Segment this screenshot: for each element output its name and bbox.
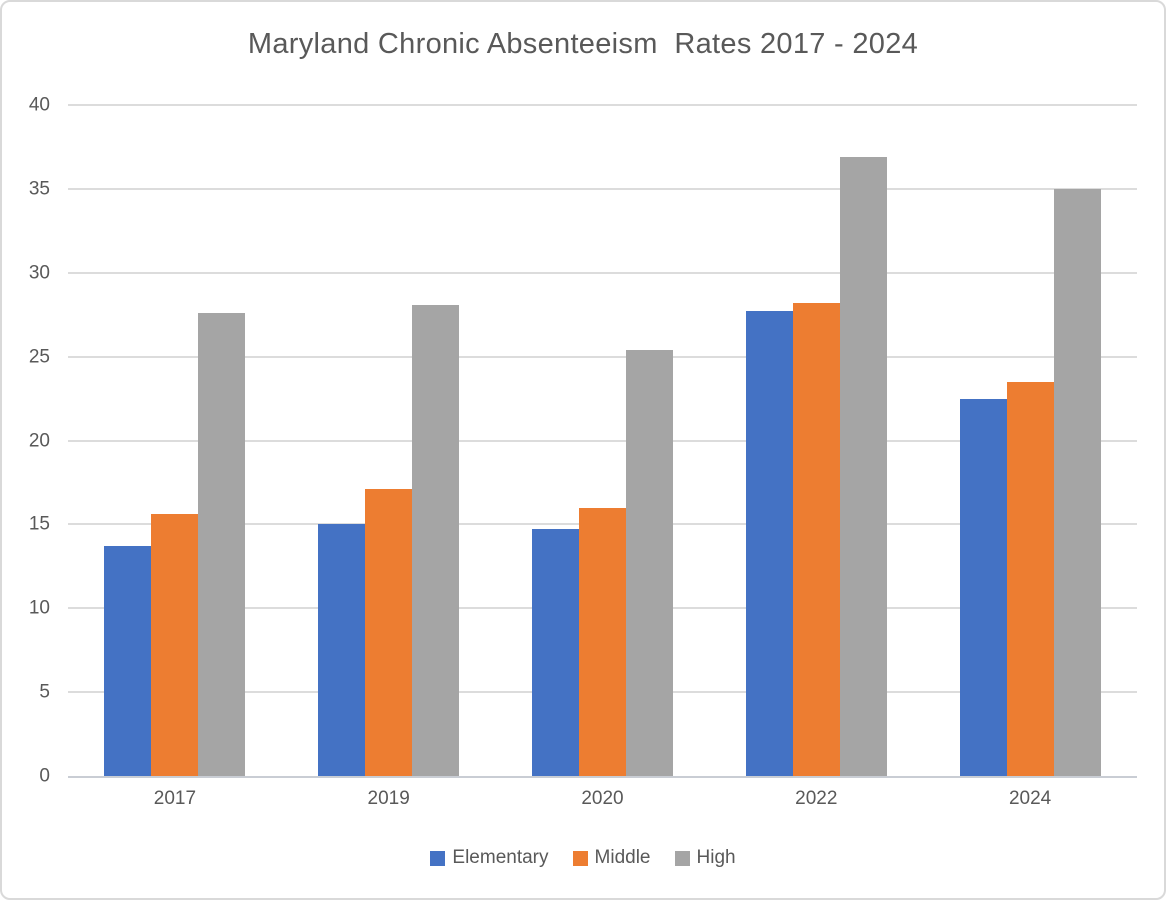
bar-elementary-2022 xyxy=(745,311,793,776)
y-tick-label-35: 35 xyxy=(28,178,50,200)
legend-item-elementary: Elementary xyxy=(430,847,549,869)
x-axis: 2017 2019 2020 2022 2024 xyxy=(68,788,1137,814)
gridline-20 xyxy=(68,439,1137,442)
legend-swatch-high xyxy=(674,850,690,866)
y-tick-label-25: 25 xyxy=(28,346,50,368)
bar-group-2017 xyxy=(68,105,282,776)
legend-item-high: High xyxy=(674,847,736,869)
bar-elementary-2024 xyxy=(959,398,1007,776)
legend-label-high: High xyxy=(696,847,736,868)
bar-elementary-2019 xyxy=(318,524,366,776)
y-tick-label-15: 15 xyxy=(28,513,50,535)
bar-elementary-2020 xyxy=(531,529,579,776)
bar-elementary-2017 xyxy=(104,546,152,776)
gridline-25 xyxy=(68,355,1137,358)
legend-swatch-elementary xyxy=(430,850,446,866)
y-tick-label-40: 40 xyxy=(28,94,50,116)
x-tick-label-2024: 2024 xyxy=(1008,788,1052,809)
y-tick-label-30: 30 xyxy=(28,262,50,284)
gridline-40 xyxy=(68,104,1137,106)
y-tick-label-10: 10 xyxy=(28,597,50,619)
x-tick-label-2017: 2017 xyxy=(153,788,197,809)
y-tick-label-20: 20 xyxy=(28,430,50,451)
bar-middle-2022 xyxy=(792,302,840,776)
bar-high-2017 xyxy=(198,313,246,776)
gridline-30 xyxy=(68,271,1137,274)
chart-title: Maryland Chronic Absenteeism Rates 2017 … xyxy=(247,28,919,60)
legend: Elementary Middle High xyxy=(2,847,1164,869)
y-axis: 0 5 10 15 20 25 30 35 40 xyxy=(2,96,50,786)
plot-area xyxy=(68,104,1137,778)
bar-high-2024 xyxy=(1053,188,1101,776)
legend-label-middle: Middle xyxy=(594,847,651,868)
bar-high-2020 xyxy=(625,349,673,776)
x-tick-label-2019: 2019 xyxy=(367,788,410,809)
bar-middle-2020 xyxy=(578,507,626,776)
bar-group-2022 xyxy=(709,105,923,776)
y-tick-label-5: 5 xyxy=(39,681,50,703)
bar-middle-2017 xyxy=(151,514,199,776)
bar-group-2024 xyxy=(923,105,1137,776)
gridline-35 xyxy=(68,187,1137,190)
bar-group-2020 xyxy=(496,105,710,776)
bar-middle-2019 xyxy=(365,489,413,776)
legend-swatch-middle xyxy=(572,850,588,866)
bar-group-2019 xyxy=(282,105,496,776)
x-tick-label-2020: 2020 xyxy=(581,788,624,809)
legend-label-elementary: Elementary xyxy=(452,847,549,868)
bar-high-2022 xyxy=(839,157,887,776)
legend-item-middle: Middle xyxy=(572,847,651,869)
bar-high-2019 xyxy=(412,304,460,776)
x-tick-label-2022: 2022 xyxy=(795,788,838,809)
bar-middle-2024 xyxy=(1006,381,1054,776)
y-tick-label-0: 0 xyxy=(39,765,50,787)
